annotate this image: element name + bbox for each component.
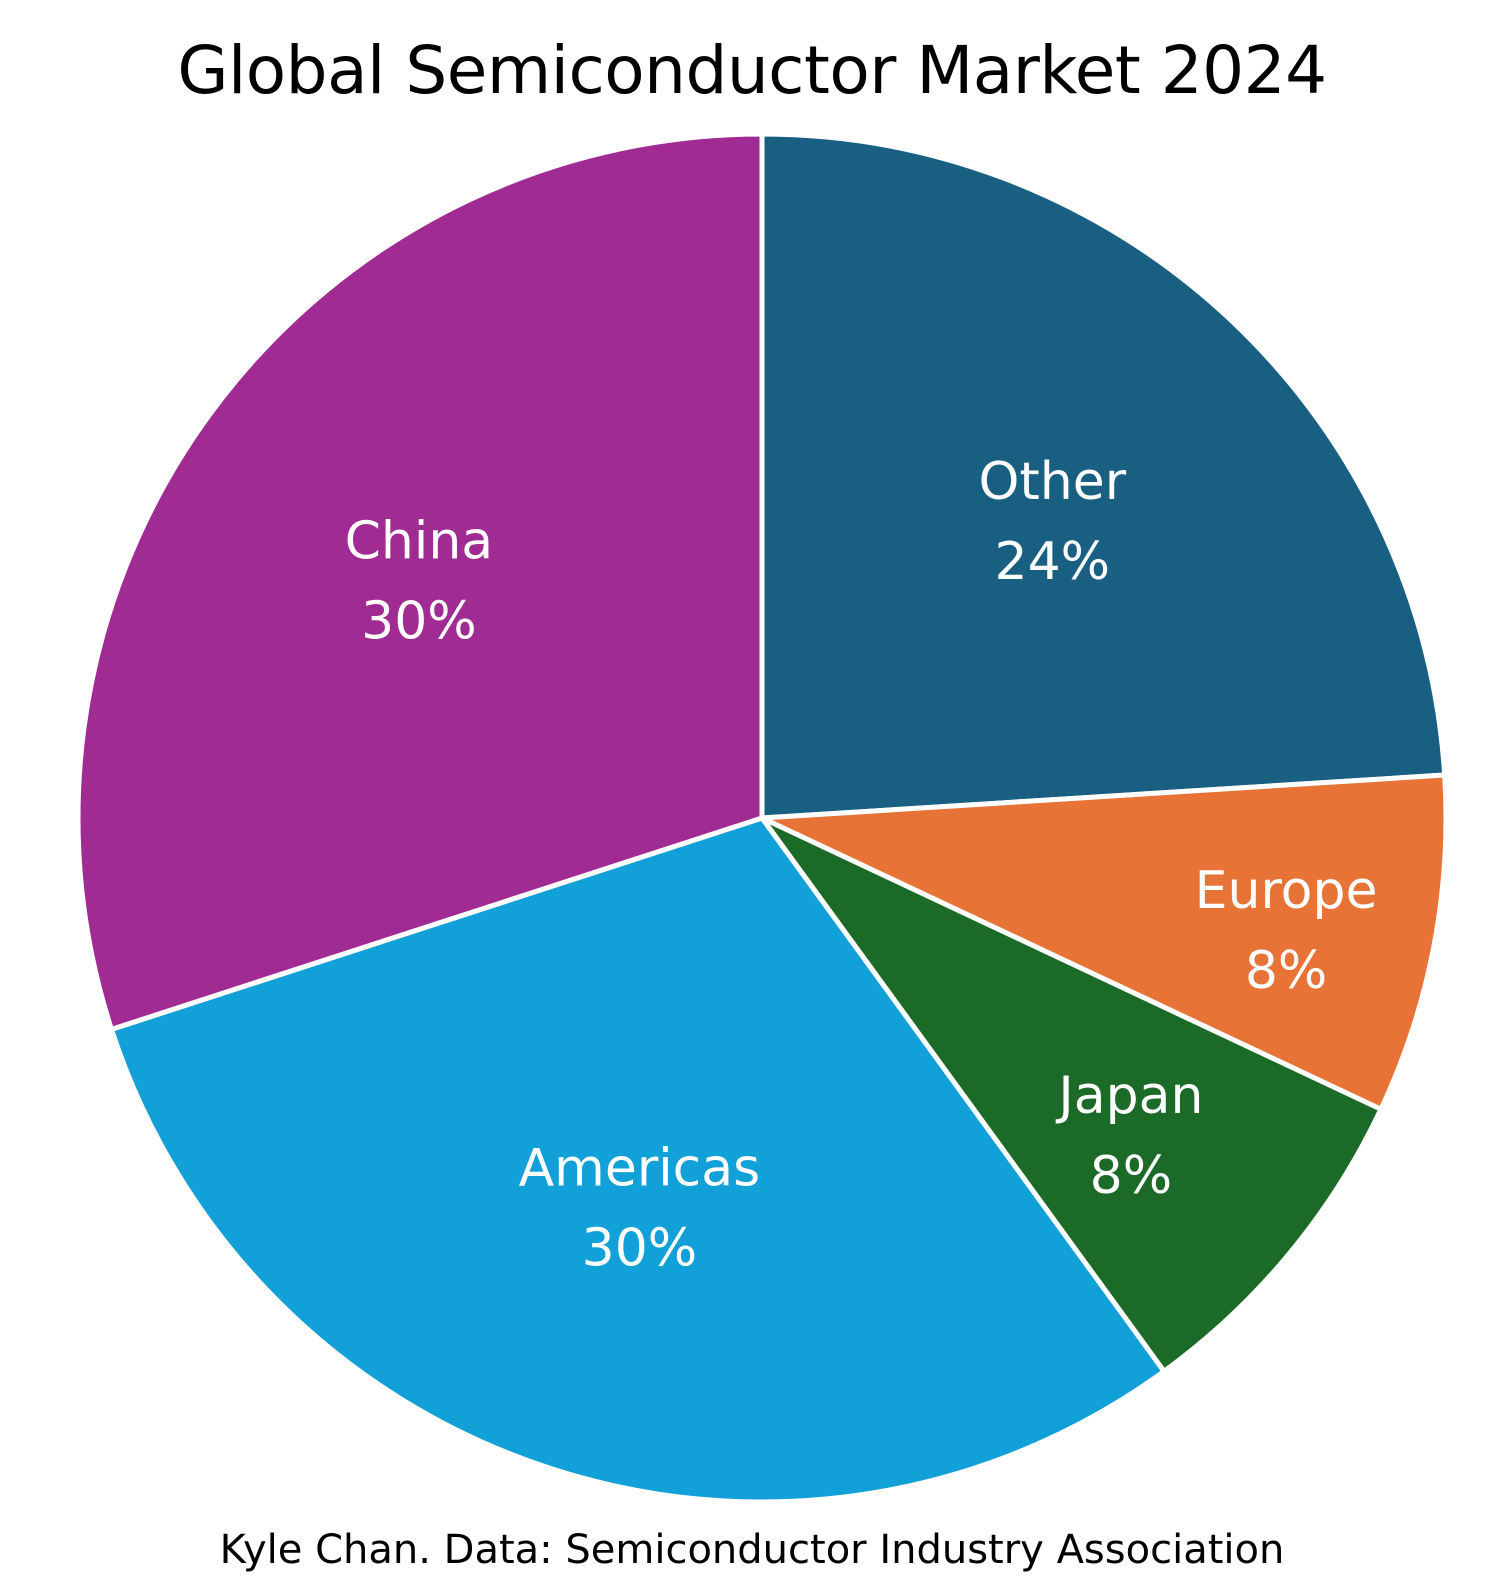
pie-labels: Other 24% Europe 8% Japan 8% Americas 30% China 3… [345, 452, 1378, 1278]
slice-label-japan: Japan [1055, 1066, 1203, 1126]
pie-slice-europe [759, 772, 1449, 1112]
slice-value-americas: 30% [582, 1218, 698, 1278]
slice-label-china: China [345, 512, 494, 572]
slice-value-japan: 8% [1090, 1146, 1173, 1206]
pie-slice-china [75, 131, 765, 1032]
slice-value-other: 24% [995, 532, 1111, 592]
chart-title: Global Semiconductor Market 2024 [177, 32, 1327, 109]
slice-label-other: Other [978, 452, 1126, 512]
pie-slice-japan [759, 815, 1384, 1374]
pie-slices [75, 131, 1449, 1505]
slice-value-china: 30% [361, 592, 477, 652]
slice-value-europe: 8% [1245, 941, 1328, 1001]
slice-label-americas: Americas [519, 1138, 761, 1198]
pie-slice-other [759, 131, 1448, 821]
pie-slice-americas [108, 815, 1167, 1505]
chart-source-note: Kyle Chan. Data: Semiconductor Industry … [219, 1527, 1285, 1573]
slice-label-europe: Europe [1195, 861, 1378, 921]
